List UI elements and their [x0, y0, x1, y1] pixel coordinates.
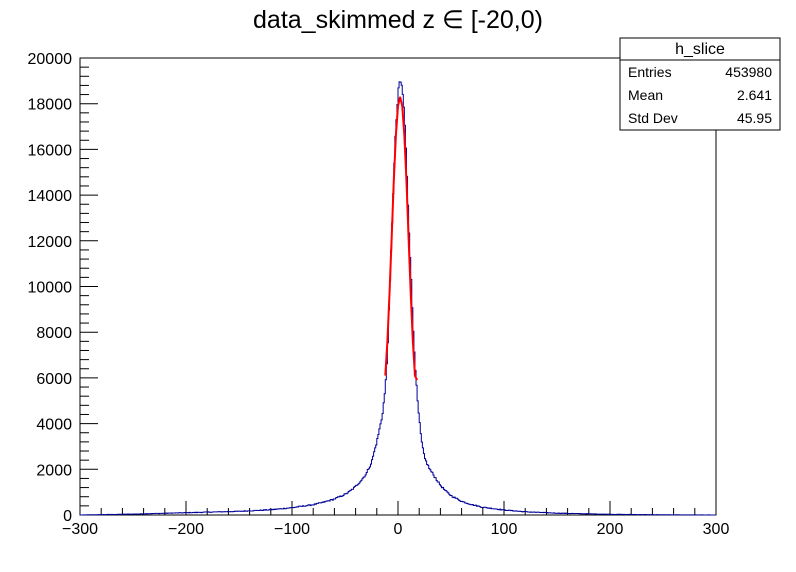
x-tick-label: 0 [394, 521, 403, 538]
y-axis: 0 2000 4000 6000 8000 10000 12000 14000 16000 180… [28, 51, 98, 525]
y-tick-label: 4000 [36, 417, 72, 434]
stats-entries-label: Entries [628, 64, 672, 80]
x-tick-label: −100 [274, 521, 310, 538]
histogram-line [80, 81, 716, 516]
y-tick-label: 0 [63, 508, 72, 525]
y-tick-label: 16000 [28, 142, 73, 159]
stats-box: h_slice Entries 453980 Mean 2.641 Std De… [619, 37, 781, 131]
y-tick-label: 2000 [36, 462, 72, 479]
chart-title: data_skimmed z ∈ [-20,0) [253, 6, 543, 34]
stats-mean-label: Mean [628, 87, 663, 103]
y-tick-label: 18000 [28, 97, 73, 114]
x-tick-label: −300 [62, 521, 98, 538]
stats-box-frame [619, 37, 781, 131]
stats-stddev-label: Std Dev [628, 110, 678, 126]
stats-stddev-value: 45.95 [737, 110, 772, 126]
stats-entries-value: 453980 [725, 64, 772, 80]
x-tick-label: −200 [168, 521, 204, 538]
stats-mean-value: 2.641 [737, 87, 772, 103]
stats-box-title: h_slice [675, 41, 725, 58]
y-tick-label: 12000 [28, 234, 73, 251]
y-tick-label: 8000 [36, 325, 72, 342]
fit-curve [384, 96, 418, 381]
y-tick-label: 14000 [28, 188, 73, 205]
x-tick-label: 300 [703, 521, 730, 538]
y-tick-label: 20000 [28, 51, 73, 68]
x-axis: −300 −200 −100 0 100 200 300 [62, 501, 729, 538]
y-tick-label: 6000 [36, 371, 72, 388]
x-tick-label: 200 [597, 521, 624, 538]
y-tick-label: 10000 [28, 280, 73, 297]
x-tick-label: 100 [491, 521, 518, 538]
